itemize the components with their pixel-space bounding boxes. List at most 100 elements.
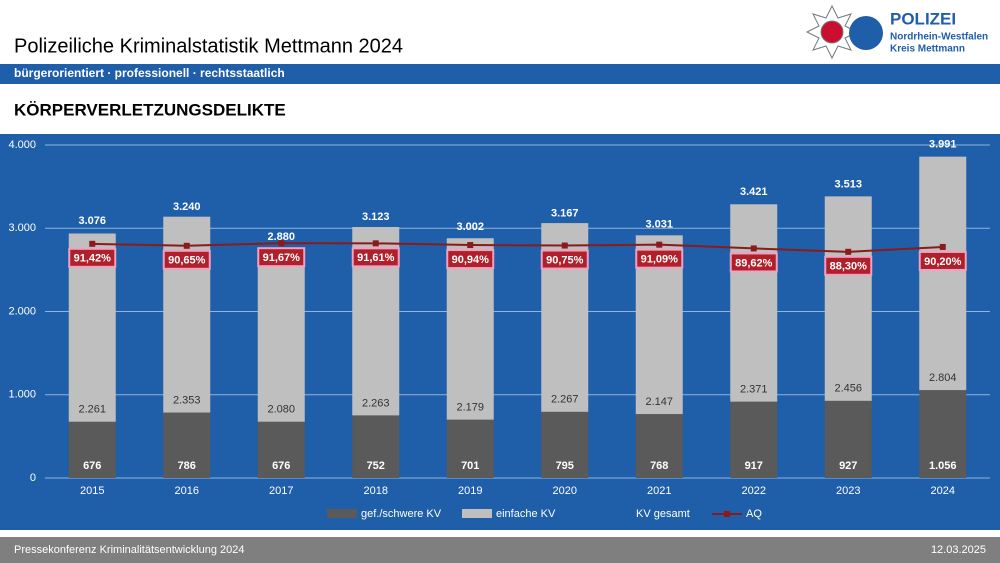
data-label: 91,67%: [263, 252, 301, 264]
data-label: 3.002: [456, 221, 484, 233]
bar-segment: [446, 419, 494, 478]
aq-label-box: [351, 247, 400, 268]
aq-marker: [183, 242, 190, 249]
bar-segment: [257, 248, 305, 422]
aq-marker: [939, 243, 946, 250]
data-label: 90,20%: [924, 256, 962, 268]
data-label: 2.261: [78, 404, 106, 416]
data-label: 676: [83, 460, 101, 472]
aq-marker: [89, 240, 96, 247]
bar-segment: [730, 401, 778, 478]
legend-swatch: [327, 509, 357, 518]
x-tick-label: 2022: [742, 485, 766, 497]
x-tick-label: 2021: [647, 485, 671, 497]
slide-title: Polizeiliche Kriminalstatistik Mettmann …: [14, 35, 403, 57]
x-tick-label: 2019: [458, 485, 482, 497]
badge: [849, 16, 883, 50]
data-label: 91,61%: [357, 252, 395, 264]
data-label: 2.353: [173, 394, 201, 406]
plot: 0 1.000 2.000 3.000 4.000 2015 676 2.261 3.076 20…: [8, 139, 990, 520]
aq-marker: [561, 242, 568, 249]
bar-segment: [730, 204, 778, 402]
data-label: 90,94%: [452, 254, 490, 266]
data-label: 90,75%: [546, 254, 584, 266]
y-tick-label: 4.000: [8, 139, 36, 151]
data-label: 91,09%: [641, 254, 679, 266]
y-tick-label: 1.000: [8, 389, 36, 401]
bar-segment: [68, 421, 116, 478]
data-label: 2.080: [267, 404, 295, 416]
data-label: 917: [745, 460, 763, 472]
x-tick-label: 2020: [553, 485, 577, 497]
data-label: 2.179: [456, 402, 484, 414]
y-tick-label: 0: [30, 472, 36, 484]
data-label: 2.804: [929, 372, 957, 384]
data-label: 90,65%: [168, 255, 206, 267]
aq-line: [92, 242, 943, 253]
aq-marker: [278, 240, 285, 247]
x-tick-label: 2023: [836, 485, 860, 497]
aq-marker: [467, 242, 474, 249]
data-label: 3.076: [78, 215, 106, 227]
aq-marker: [750, 245, 757, 252]
data-label: 88,30%: [830, 261, 868, 273]
aq-marker: [845, 248, 852, 255]
data-label: 3.240: [173, 201, 201, 213]
logo-district: Kreis Mettmann: [890, 44, 965, 55]
tagline-band: [0, 64, 1000, 84]
bar-segment: [163, 216, 211, 413]
data-label: 3.991: [929, 139, 957, 151]
aq-label-box: [635, 248, 684, 269]
x-tick-label: 2024: [931, 485, 955, 497]
footer-right: 12.03.2025: [931, 544, 986, 556]
aq-marker: [372, 240, 379, 247]
y-tick-label: 2.000: [8, 305, 36, 317]
y-tick-label: 3.000: [8, 222, 36, 234]
data-label: 3.513: [834, 178, 862, 190]
aq-label-box: [918, 250, 967, 271]
bar-segment: [257, 421, 305, 478]
legend-label: AQ: [746, 508, 762, 520]
x-tick-label: 2016: [175, 485, 199, 497]
footer-band: [0, 537, 1000, 563]
data-label: 2.267: [551, 394, 579, 406]
bar-segment: [541, 411, 589, 478]
legend-label: einfache KV: [496, 508, 556, 520]
data-label: 2.880: [267, 231, 295, 243]
aq-label-box: [162, 249, 211, 270]
data-label: 2.263: [362, 397, 390, 409]
aq-label-box: [446, 249, 495, 270]
data-label: 701: [461, 460, 479, 472]
data-label: 795: [556, 460, 574, 472]
data-label: 3.123: [362, 211, 390, 223]
data-label: 752: [367, 460, 385, 472]
legend-swatch: [462, 509, 492, 518]
data-label: 91,42%: [74, 253, 112, 265]
aq-label-box: [68, 247, 117, 268]
x-tick-label: 2018: [364, 485, 388, 497]
data-label: 2.456: [834, 383, 862, 395]
bar-segment: [824, 196, 872, 401]
aq-label-box: [824, 255, 873, 276]
legend-swatch: [724, 511, 730, 517]
legend-label: gef./schwere KV: [361, 508, 442, 520]
aq-label-box: [540, 249, 589, 270]
aq-label-box: [257, 247, 306, 268]
data-label: 786: [178, 460, 196, 472]
data-label: 768: [650, 460, 668, 472]
aq-marker: [656, 241, 663, 248]
logo-name: POLIZEI: [890, 9, 956, 28]
x-tick-label: 2015: [80, 485, 104, 497]
data-label: 3.421: [740, 186, 768, 198]
data-label: 3.167: [551, 207, 579, 219]
legend-label: KV gesamt: [636, 508, 690, 520]
bar-segment: [635, 414, 683, 478]
data-label: 89,62%: [735, 257, 773, 269]
footer-left: Pressekonferenz Kriminalitätsentwicklung…: [14, 544, 245, 556]
data-label: 2.147: [645, 396, 673, 408]
data-label: 927: [839, 460, 857, 472]
logo: POLIZEI Nordrhein-Westfalen Kreis Mettma…: [805, 4, 988, 60]
x-tick-label: 2017: [269, 485, 293, 497]
data-label: 3.031: [645, 219, 673, 231]
